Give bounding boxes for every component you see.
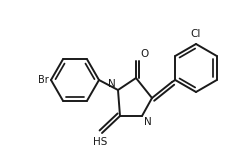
- Text: O: O: [140, 49, 148, 59]
- Text: Br: Br: [38, 75, 49, 85]
- Text: N: N: [144, 117, 152, 127]
- Text: HS: HS: [93, 137, 107, 147]
- Text: N: N: [108, 79, 116, 89]
- Text: Cl: Cl: [191, 29, 201, 39]
